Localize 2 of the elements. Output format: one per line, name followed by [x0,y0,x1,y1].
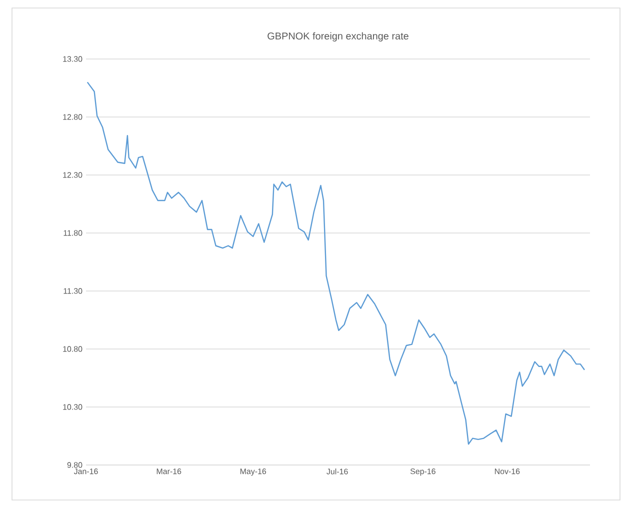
chart-title: GBPNOK foreign exchange rate [268,32,408,42]
line-series [86,82,586,445]
